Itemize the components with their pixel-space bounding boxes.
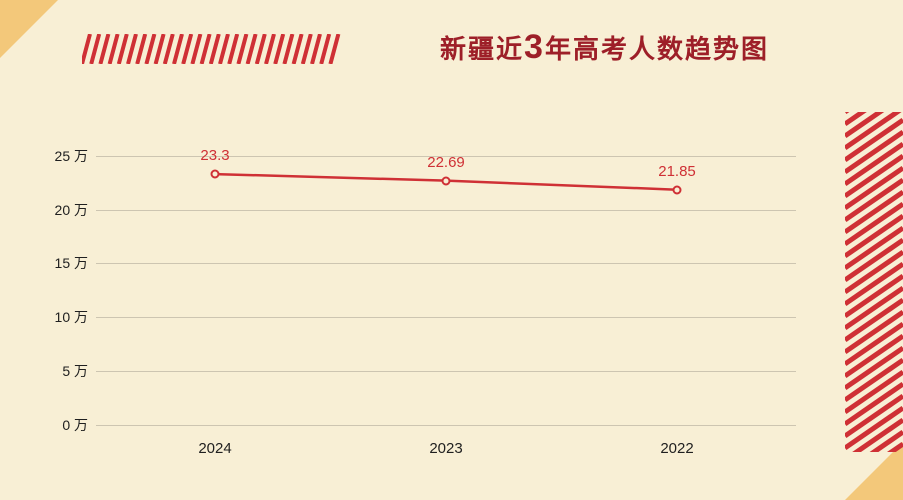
x-axis-label: 2022 [660, 440, 693, 457]
gridline [96, 371, 796, 372]
value-label: 23.3 [200, 147, 229, 164]
value-label: 22.69 [427, 154, 465, 171]
title-pre: 新疆近 [440, 34, 524, 64]
y-axis-label: 5 万 [38, 361, 88, 381]
value-label: 21.85 [658, 163, 696, 180]
y-axis-label: 15 万 [38, 253, 88, 273]
x-axis-label: 2023 [429, 440, 462, 457]
chart-title: 新疆近3年高考人数趋势图 [440, 28, 769, 67]
y-axis-label: 10 万 [38, 307, 88, 327]
y-axis-label: 20 万 [38, 200, 88, 220]
title-post: 年高考人数趋势图 [545, 34, 769, 64]
x-axis-label: 2024 [198, 440, 231, 457]
gridline [96, 263, 796, 264]
line-chart: 202423.3202322.69202221.85 0 万5 万10 万15 … [38, 145, 808, 465]
hatch-decoration-right [845, 112, 903, 452]
gridline [96, 210, 796, 211]
y-axis-label: 0 万 [38, 415, 88, 435]
chart-line [96, 145, 796, 425]
gridline [96, 425, 796, 426]
hatch-decoration-left [82, 34, 342, 64]
data-marker [211, 170, 220, 179]
data-marker [442, 176, 451, 185]
data-marker [673, 185, 682, 194]
gridline [96, 317, 796, 318]
title-big-digit: 3 [524, 28, 545, 66]
plot-area: 202423.3202322.69202221.85 [96, 145, 796, 425]
header: 新疆近3年高考人数趋势图 [0, 20, 903, 70]
y-axis-label: 25 万 [38, 146, 88, 166]
